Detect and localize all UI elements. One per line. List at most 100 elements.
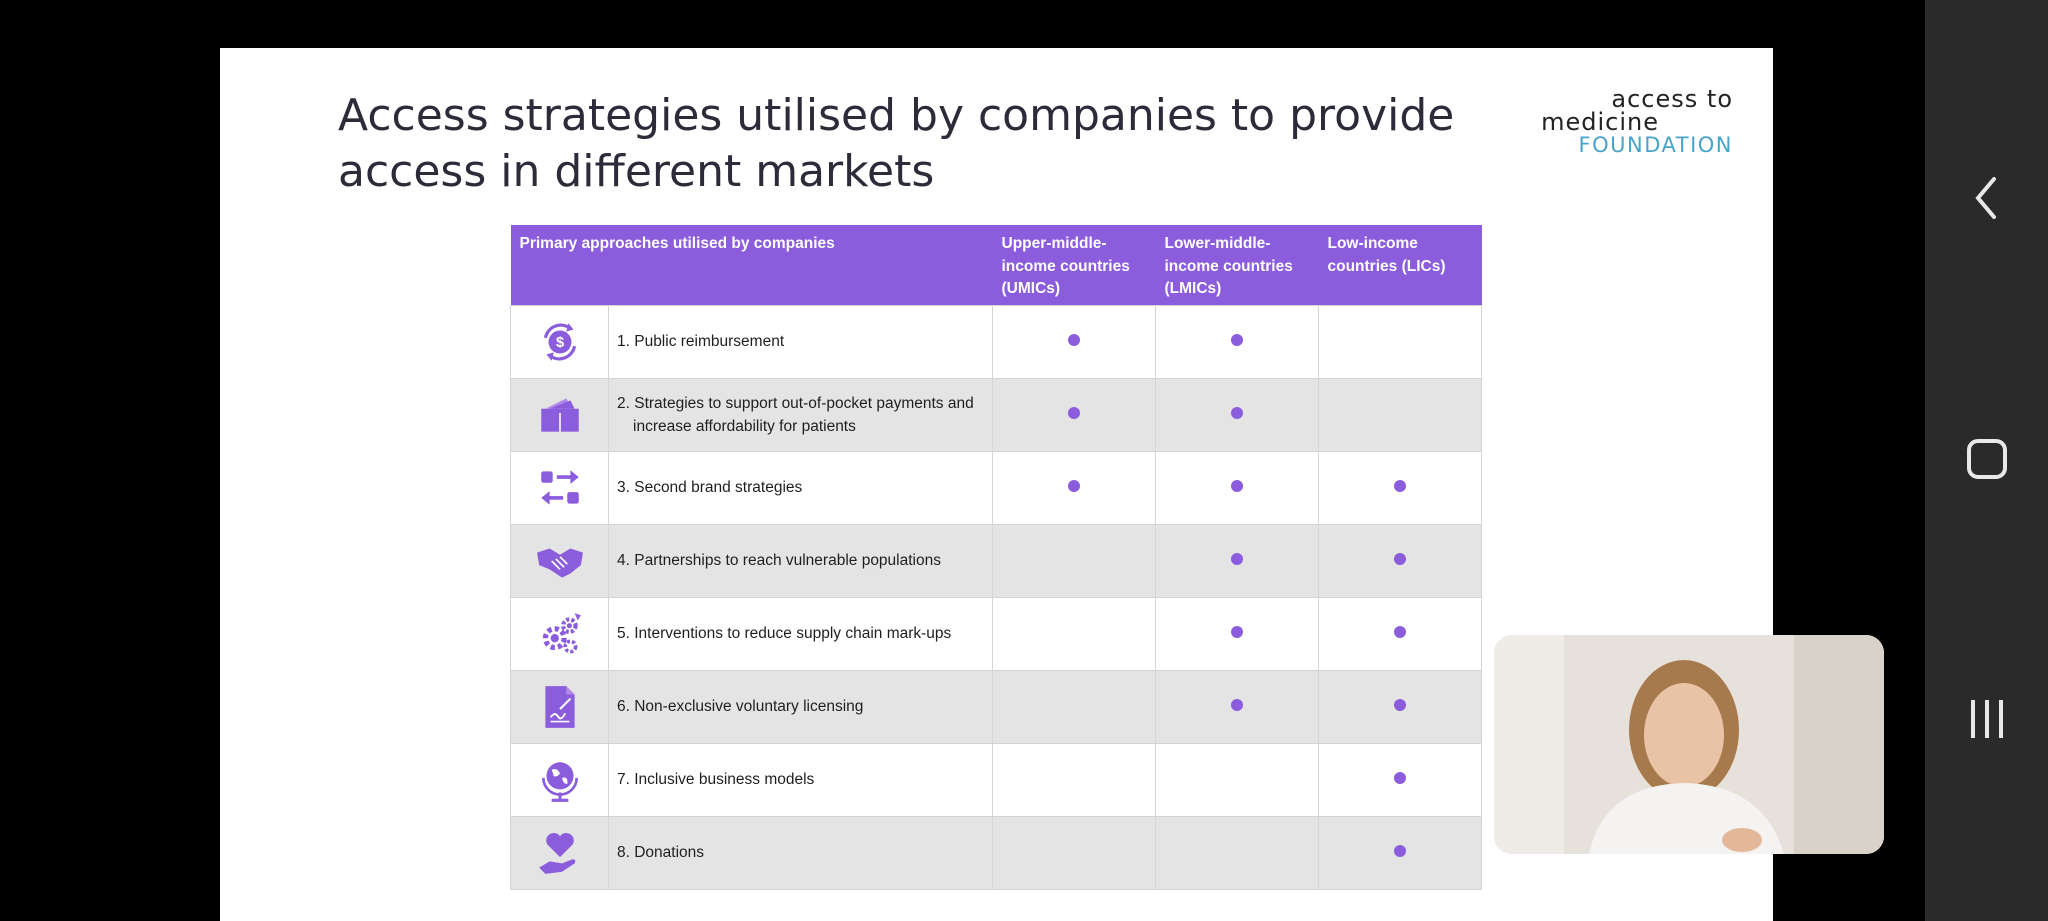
- table-row: 6. Non-exclusive voluntary licensing: [510, 669, 1482, 744]
- header-lics: Low-income countries (LICs): [1318, 225, 1482, 305]
- logo-line-3: FOUNDATION: [1578, 133, 1733, 157]
- applies-dot-icon: [1231, 333, 1243, 346]
- access-strategies-table: Primary approaches utilised by companies…: [510, 225, 1482, 890]
- cell-lmic: [1155, 596, 1319, 671]
- applies-dot-icon: [1394, 698, 1406, 711]
- back-icon: [1974, 177, 1996, 219]
- recents-icon: [1970, 700, 2003, 738]
- back-button[interactable]: [1925, 175, 2048, 226]
- cell-lmic: [1155, 377, 1319, 452]
- row-icon-cell: [510, 523, 609, 598]
- foundation-logo: access to medicine FOUNDATION: [1541, 85, 1733, 157]
- home-icon: [1966, 439, 2007, 479]
- table-row: 2. Strategies to support out-of-pocket p…: [510, 377, 1482, 452]
- heart-hand-icon: [538, 832, 575, 874]
- cell-umic: [992, 815, 1156, 890]
- applies-dot-icon: [1394, 625, 1406, 638]
- row-label-cell: 3. Second brand strategies: [608, 450, 993, 525]
- table-row: 8. Donations: [510, 815, 1482, 890]
- row-label-cell: 5. Interventions to reduce supply chain …: [608, 596, 993, 671]
- cell-lmic: [1155, 742, 1319, 817]
- presenter-video-image: [1494, 635, 1884, 854]
- cell-umic: [992, 523, 1156, 598]
- row-label-cell: 8. Donations: [608, 815, 993, 890]
- applies-dot-icon: [1231, 698, 1243, 711]
- row-label-cell: 4. Partnerships to reach vulnerable popu…: [608, 523, 993, 598]
- exchange-icon: [540, 469, 579, 505]
- row-icon-cell: [510, 742, 609, 817]
- row-label: 4. Partnerships to reach vulnerable popu…: [617, 552, 941, 569]
- row-icon-cell: [510, 669, 609, 744]
- logo-line-2: medicine: [1541, 108, 1659, 136]
- row-label: 1. Public reimbursement: [617, 333, 785, 350]
- row-icon-cell: [510, 450, 609, 525]
- table-row: 7. Inclusive business models: [510, 742, 1482, 817]
- header-umics: Upper-middle-income countries (UMICs): [992, 225, 1156, 305]
- applies-dot-icon: [1394, 844, 1406, 857]
- table-row: 5. Interventions to reduce supply chain …: [510, 596, 1482, 671]
- cell-lmic: [1155, 815, 1319, 890]
- license-document-icon: [544, 685, 575, 728]
- recents-button[interactable]: [1925, 697, 2048, 746]
- cell-lmic: [1155, 304, 1319, 379]
- cell-lmic: [1155, 523, 1319, 598]
- table-row: 4. Partnerships to reach vulnerable popu…: [510, 523, 1482, 598]
- applies-dot-icon: [1068, 406, 1080, 419]
- globe-icon: [541, 761, 578, 802]
- row-label-cell: 7. Inclusive business models: [608, 742, 993, 817]
- handshake-icon: [536, 548, 583, 578]
- applies-dot-icon: [1068, 333, 1080, 346]
- row-label: 5. Interventions to reduce supply chain …: [617, 625, 952, 642]
- table-header-row: Primary approaches utilised by companies…: [510, 225, 1482, 305]
- cell-lmic: [1155, 669, 1319, 744]
- header-lmics: Lower-middle-income countries (LMICs): [1155, 225, 1319, 305]
- row-label: 8. Donations: [617, 844, 705, 861]
- table-row: 3. Second brand strategies: [510, 450, 1482, 525]
- row-label-cell: 6. Non-exclusive voluntary licensing: [608, 669, 993, 744]
- cell-lic: [1318, 377, 1482, 452]
- row-label-cell: 2. Strategies to support out-of-pocket p…: [608, 377, 993, 452]
- row-icon-cell: [510, 815, 609, 890]
- row-label: 2. Strategies to support out-of-pocket p…: [617, 394, 974, 435]
- cell-umic: [992, 742, 1156, 817]
- applies-dot-icon: [1231, 406, 1243, 419]
- cell-lic: [1318, 742, 1482, 817]
- row-label: 6. Non-exclusive voluntary licensing: [617, 698, 864, 715]
- header-approaches: Primary approaches utilised by companies: [510, 225, 993, 305]
- applies-dot-icon: [1394, 771, 1406, 784]
- cell-lic: [1318, 450, 1482, 525]
- presentation-slide: Access strategies utilised by companies …: [220, 48, 1773, 921]
- row-icon-cell: $: [510, 304, 609, 379]
- cell-lic: [1318, 523, 1482, 598]
- wallet-icon: [540, 397, 579, 432]
- applies-dot-icon: [1231, 625, 1243, 638]
- gears-icon: [542, 612, 581, 654]
- table-row: $1. Public reimbursement: [510, 304, 1482, 379]
- slide-title: Access strategies utilised by companies …: [338, 90, 1455, 197]
- applies-dot-icon: [1231, 552, 1243, 565]
- row-icon-cell: [510, 596, 609, 671]
- cell-lic: [1318, 596, 1482, 671]
- cell-umic: [992, 669, 1156, 744]
- svg-text:$: $: [555, 335, 563, 351]
- cell-lmic: [1155, 450, 1319, 525]
- reimbursement-icon: $: [543, 322, 576, 361]
- home-button[interactable]: [1925, 437, 2048, 486]
- row-label: 3. Second brand strategies: [617, 479, 803, 496]
- cell-umic: [992, 450, 1156, 525]
- cell-lic: [1318, 304, 1482, 379]
- row-label: 7. Inclusive business models: [617, 771, 815, 788]
- video-call-thumbnail[interactable]: [1494, 635, 1884, 854]
- logo-line-1: access to: [1611, 85, 1733, 113]
- applies-dot-icon: [1394, 552, 1406, 565]
- row-icon-cell: [510, 377, 609, 452]
- cell-umic: [992, 304, 1156, 379]
- applies-dot-icon: [1394, 479, 1406, 492]
- applies-dot-icon: [1068, 479, 1080, 492]
- cell-lic: [1318, 815, 1482, 890]
- android-nav-bar: [1925, 0, 2048, 921]
- cell-umic: [992, 377, 1156, 452]
- cell-lic: [1318, 669, 1482, 744]
- applies-dot-icon: [1231, 479, 1243, 492]
- cell-umic: [992, 596, 1156, 671]
